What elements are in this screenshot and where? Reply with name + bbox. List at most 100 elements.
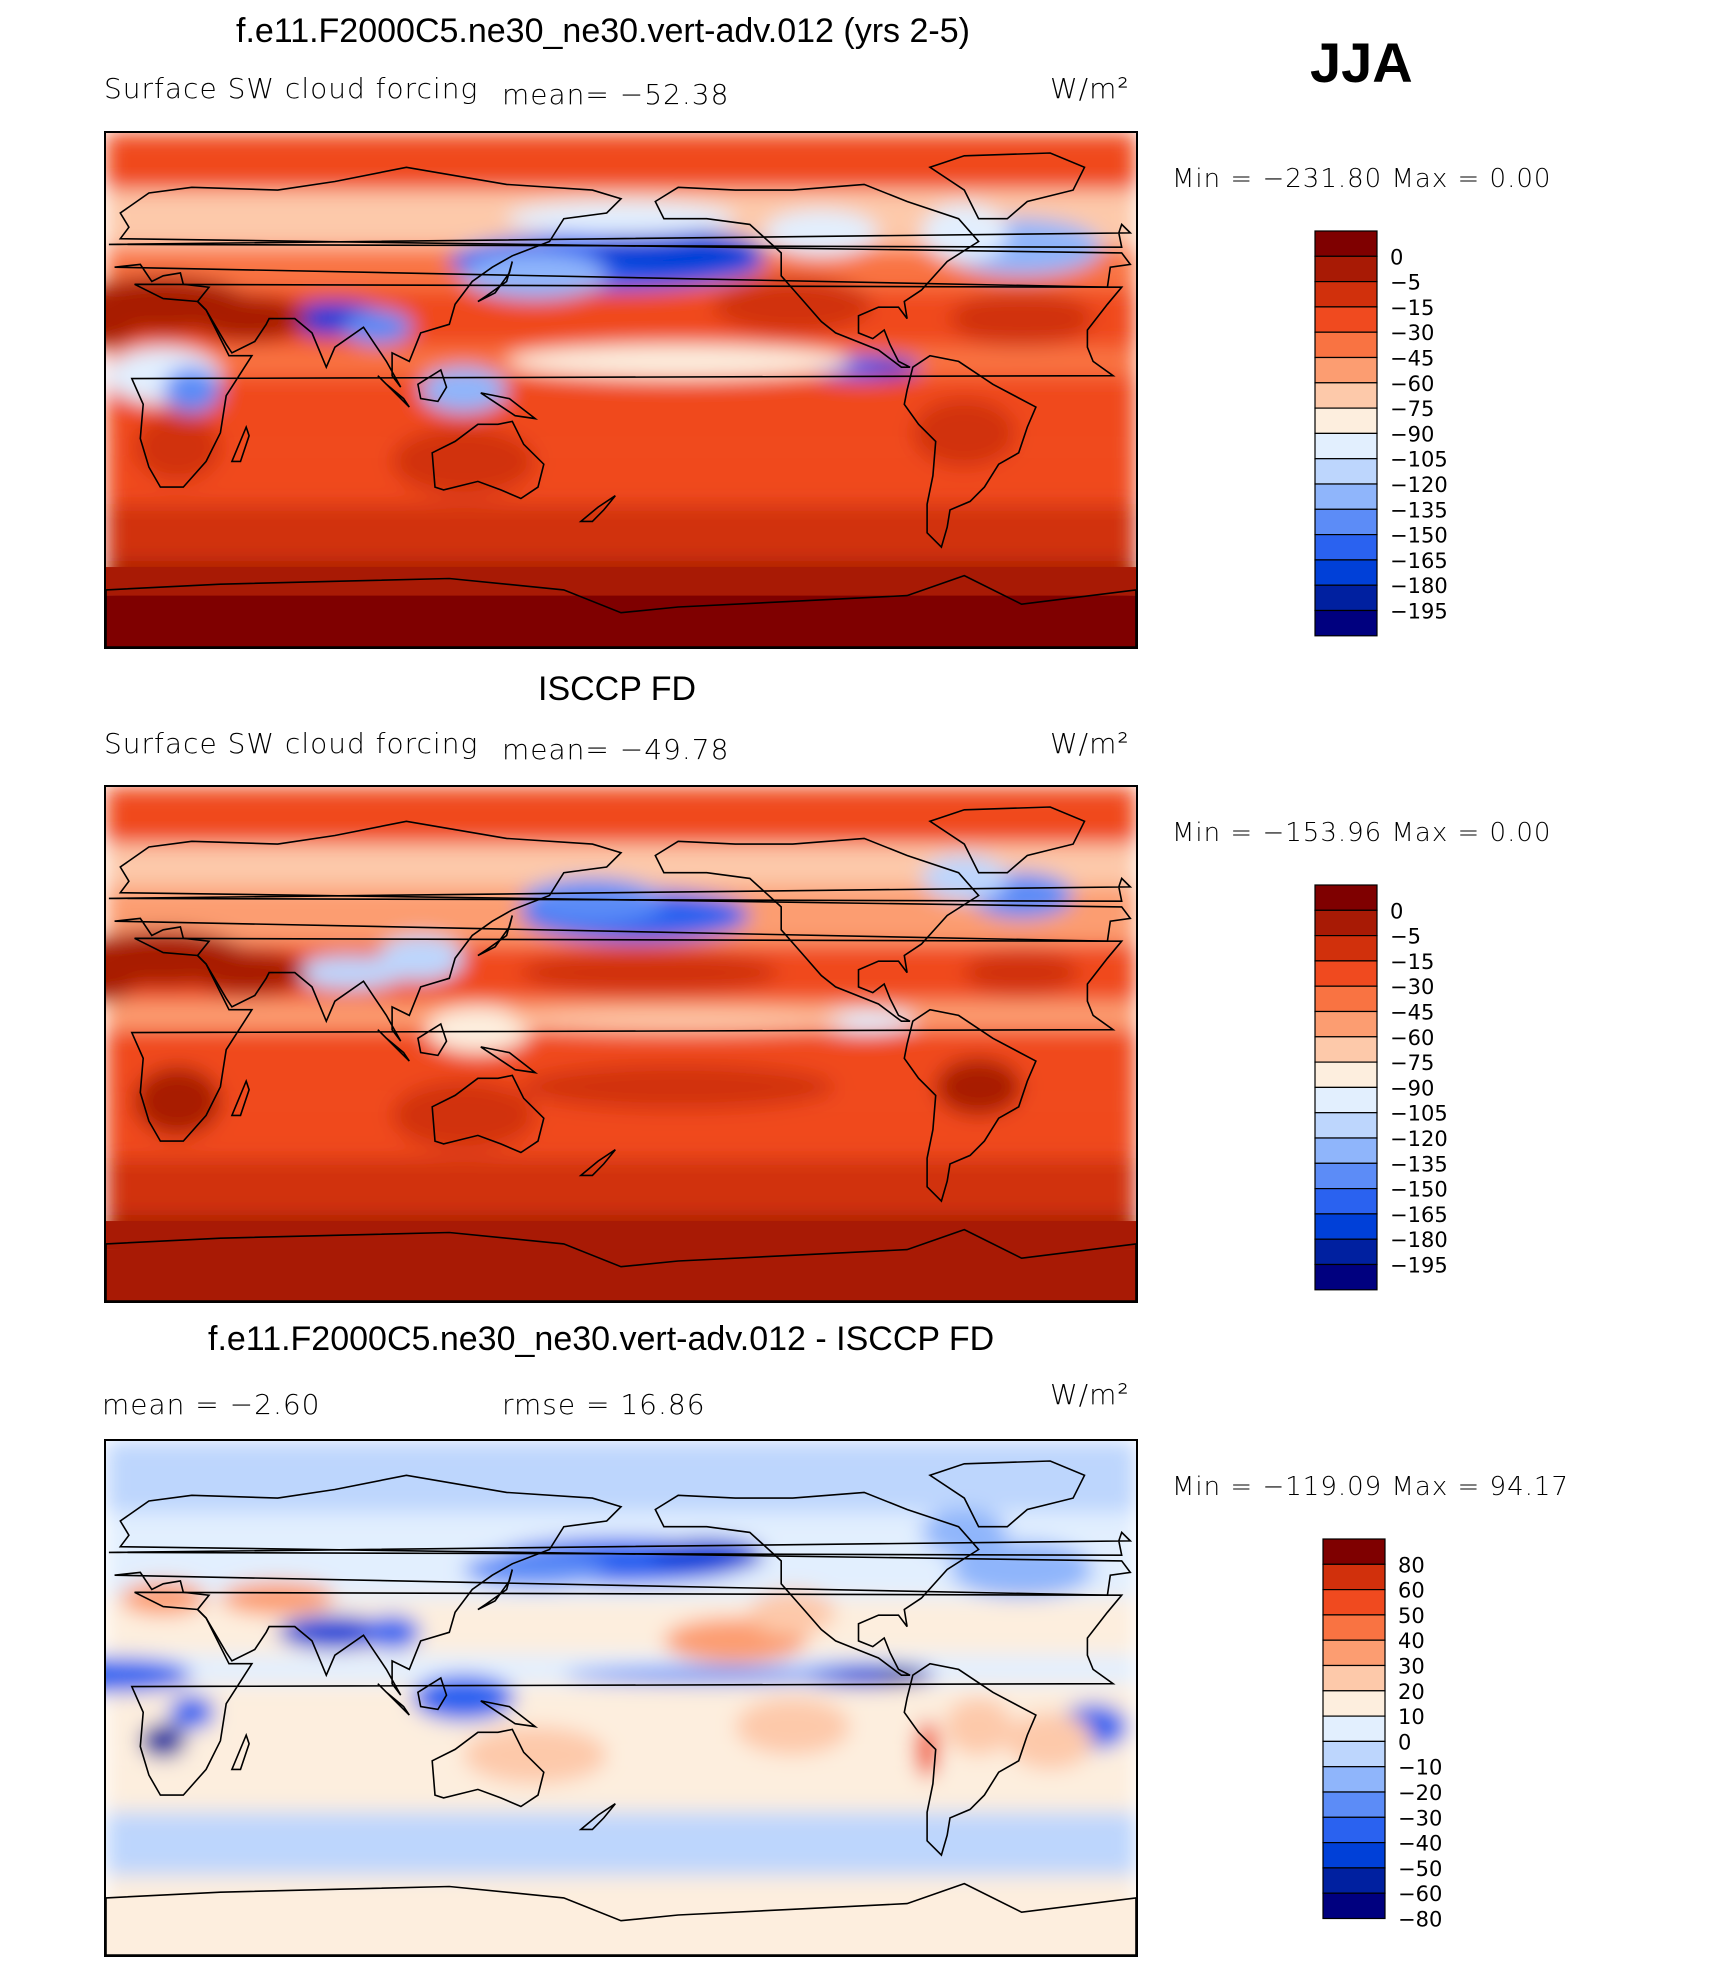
coastline [417, 1022, 448, 1057]
colorbar-box [1322, 1766, 1386, 1793]
colorbar-tick-label: −40 [1398, 1832, 1442, 1856]
colorbar-tick-label: −180 [1390, 574, 1448, 598]
colorbar-box [1314, 255, 1378, 283]
coastline [230, 424, 250, 463]
field-contour [220, 1580, 335, 1616]
coastline [477, 915, 514, 957]
field-contour [106, 944, 141, 1002]
coastline [903, 1008, 1037, 1203]
panel2-map [104, 785, 1138, 1303]
field-contour [944, 1698, 1013, 1756]
field-contour [506, 1009, 850, 1033]
colorbar-box [1322, 1892, 1386, 1920]
colorbar-tick-label: −5 [1390, 925, 1421, 949]
field-contour [277, 1615, 393, 1650]
season-label: JJA [1310, 31, 1413, 94]
field-contour [735, 1698, 850, 1756]
field-contour [592, 230, 765, 276]
colorbar-tick-label: −15 [1390, 950, 1434, 974]
colorbar-tick-label: −90 [1390, 1076, 1434, 1100]
colorbar-tick-label: −45 [1390, 1001, 1434, 1025]
colorbar-tick-label: −30 [1390, 321, 1434, 345]
field-contour [921, 204, 1008, 262]
panel1-variable: Surface SW cloud forcing [104, 72, 479, 105]
coastline [480, 1700, 539, 1728]
coastline [578, 1803, 616, 1831]
field-contour [343, 310, 413, 345]
colorbar-box [1322, 1614, 1386, 1641]
colorbar-tick-label: −10 [1398, 1756, 1442, 1780]
field-band [106, 1441, 1136, 1513]
panel3-units: W/m² [1050, 1378, 1130, 1411]
colorbar-box [1314, 1263, 1378, 1291]
panel3-minmax: Min = −119.09 Max = 94.17 [1172, 1472, 1569, 1502]
coastline [377, 1029, 410, 1062]
coastline [106, 1882, 1136, 1955]
field-contour [392, 427, 536, 496]
colorbar-tick-label: −165 [1390, 549, 1448, 573]
coastline [903, 354, 1037, 549]
field-contour [106, 1658, 192, 1693]
field-band [106, 1221, 1136, 1250]
colorbar-box [1322, 1740, 1386, 1768]
colorbar-tick-label: 40 [1398, 1629, 1425, 1653]
coastline [377, 375, 410, 408]
colorbar-box [1314, 1061, 1378, 1089]
coastline [654, 1491, 980, 1676]
field-contour [520, 949, 779, 996]
coastline [578, 1149, 616, 1177]
colorbar-box [1314, 534, 1378, 561]
panel3-rmse: rmse = 16.86 [502, 1388, 706, 1421]
colorbar-tick-label: 80 [1398, 1553, 1425, 1577]
colorbar-tick-label: −75 [1390, 1051, 1434, 1075]
colorbar-tick-label: −90 [1390, 422, 1434, 446]
coastline [114, 820, 1132, 1042]
colorbar-box [1322, 1588, 1386, 1616]
colorbar-tick-label: −195 [1390, 1254, 1448, 1278]
colorbar-tick-label: −80 [1398, 1908, 1442, 1932]
coastline [431, 1728, 545, 1808]
coastline [654, 837, 980, 1022]
colorbar-box [1314, 1137, 1378, 1164]
colorbar-tick-label: −20 [1398, 1781, 1442, 1805]
coastline [431, 420, 545, 500]
colorbar-tick-label: −50 [1398, 1857, 1442, 1881]
panel2-heatmap [106, 787, 1136, 1301]
coastline [106, 1228, 1136, 1301]
field-contour [506, 401, 850, 436]
coastline [230, 1078, 250, 1117]
colorbar-box [1314, 508, 1378, 536]
colorbar-tick-label: 0 [1390, 899, 1403, 923]
panel2-variable: Surface SW cloud forcing [104, 727, 479, 760]
coastline [477, 1569, 514, 1611]
field-contour [377, 935, 464, 982]
colorbar-tick-label: −135 [1390, 498, 1448, 522]
field-contour [392, 1081, 536, 1150]
colorbar-tick-label: −45 [1390, 347, 1434, 371]
panel2-title: ISCCP FD [538, 670, 697, 708]
coastline [417, 1676, 448, 1711]
colorbar-tick-label: −105 [1390, 1102, 1448, 1126]
colorbar-tick-label: −30 [1390, 975, 1434, 999]
field-contour [363, 1615, 421, 1650]
colorbar-tick-label: 30 [1398, 1655, 1425, 1679]
colorbar-tick-label: 50 [1398, 1604, 1425, 1628]
colorbar-tick-label: −60 [1390, 372, 1434, 396]
field-band [106, 595, 1136, 647]
coastline [417, 368, 448, 403]
field-contour [563, 1666, 850, 1684]
coastline [928, 1460, 1086, 1528]
colorbar-box [1314, 280, 1378, 308]
coastline [114, 1474, 1132, 1696]
colorbar-tick-label: −15 [1390, 296, 1434, 320]
field-contour [950, 290, 1094, 348]
field-contour [168, 1695, 215, 1730]
colorbar-box [1314, 884, 1378, 911]
field-band [106, 787, 1136, 845]
field-band [106, 133, 1136, 191]
field-contour [1007, 1712, 1094, 1770]
coastline [108, 1530, 1133, 1557]
field-contour [520, 1063, 836, 1110]
field-contour [134, 412, 221, 482]
colorbar-box [1314, 230, 1378, 257]
